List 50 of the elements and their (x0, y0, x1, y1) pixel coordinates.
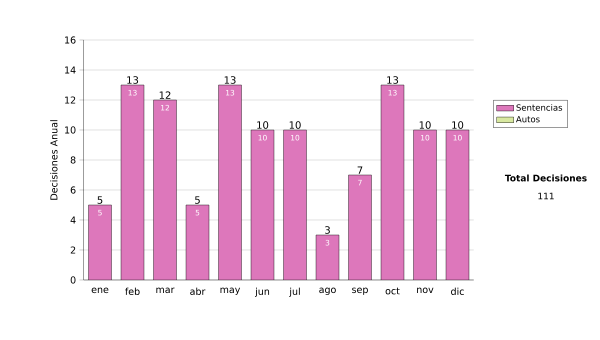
bar (218, 84, 242, 280)
y-tick-label: 16 (65, 36, 76, 44)
y-tick-label: 0 (70, 276, 76, 284)
bar (284, 130, 307, 280)
total-label: 13 (224, 76, 236, 84)
total-label: 10 (290, 121, 301, 129)
text: 111 (538, 192, 554, 200)
y-tick-label: 4 (70, 216, 76, 224)
y-tick-label: 2 (70, 246, 76, 254)
total-label: 13 (127, 76, 138, 84)
total-label: 12 (160, 91, 170, 99)
bar (381, 84, 404, 280)
x-tick-label: ene (92, 288, 108, 294)
total-label: 5 (98, 196, 102, 204)
bar (446, 130, 470, 280)
x-tick-label: mar (156, 288, 174, 294)
bar (251, 130, 274, 280)
x-tick-label: oct (386, 288, 400, 294)
total-label: 10 (452, 121, 464, 129)
bar (88, 204, 112, 280)
bar (121, 84, 144, 280)
y-tick-label: 6 (70, 186, 76, 194)
bar (348, 174, 372, 280)
x-tick-label: feb (125, 288, 140, 295)
total-label: 5 (195, 196, 200, 204)
bar (186, 204, 210, 280)
x-tick-label: ago (319, 288, 336, 295)
bar (154, 100, 177, 280)
bar (414, 130, 436, 280)
total-label: 10 (420, 121, 431, 129)
legend-label: Autos (516, 116, 540, 122)
x-tick-label: sep (352, 288, 368, 295)
y-tick-label: 12 (65, 96, 76, 104)
x-tick-label: jun (254, 288, 270, 297)
y-tick-label: 10 (65, 126, 76, 134)
x-tick-label: jul (289, 288, 300, 297)
x-tick-label: dic (451, 288, 464, 295)
x-tick-label: nov (417, 288, 434, 294)
x-tick-label: may (220, 288, 240, 295)
text: Total Decisiones (504, 174, 587, 182)
bar (316, 234, 339, 280)
total-label: 3 (325, 226, 330, 234)
y-axis-title: Decisiones Anual (50, 120, 58, 200)
x-tick-label: abr (190, 288, 206, 295)
y-tick-label: 8 (70, 156, 76, 164)
total-label: 13 (387, 76, 398, 84)
y-tick-label: 14 (65, 66, 76, 74)
total-label: 7 (358, 166, 362, 174)
total-label: 10 (257, 121, 268, 129)
legend-label: Sentencias (516, 104, 562, 111)
